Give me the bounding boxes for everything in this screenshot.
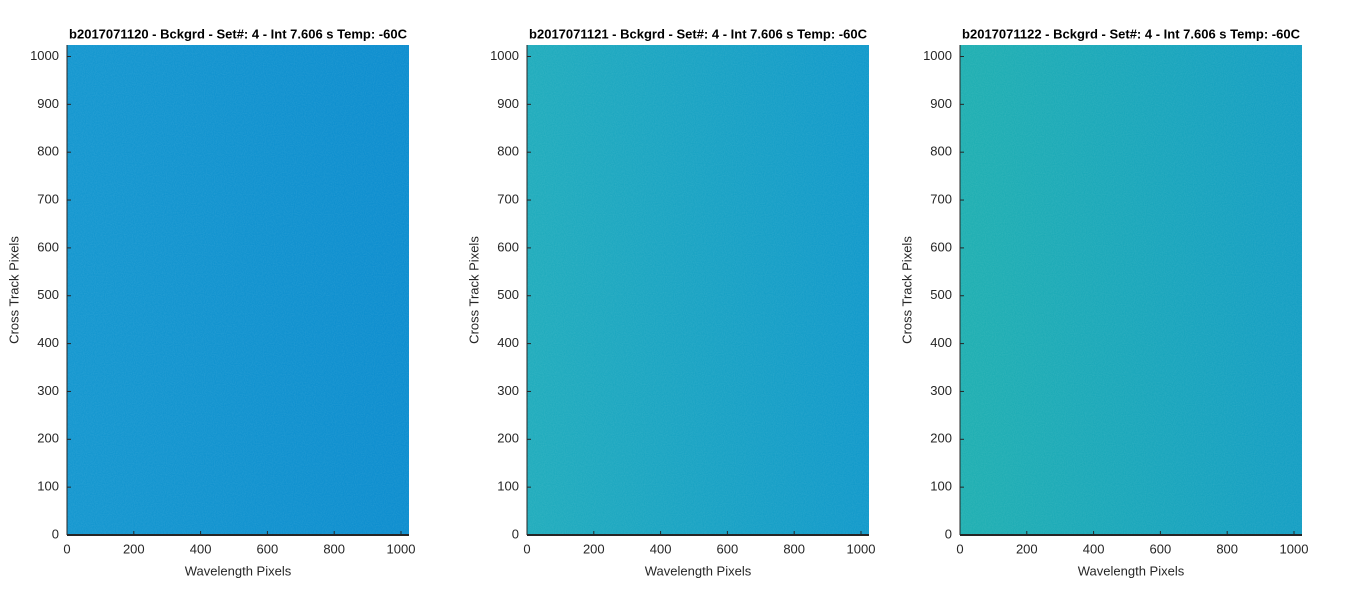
x-tick-label: 1000	[1280, 541, 1309, 556]
y-tick-label: 600	[497, 239, 519, 254]
x-tick-label: 800	[1216, 541, 1238, 556]
y-tick-label: 1000	[923, 48, 952, 63]
y-axis-label: Cross Track Pixels	[6, 236, 21, 344]
y-tick-label: 900	[37, 96, 59, 111]
x-tick-label: 0	[63, 541, 70, 556]
x-tick-label: 600	[257, 541, 279, 556]
x-tick-label: 400	[1083, 541, 1105, 556]
y-tick-label: 100	[497, 479, 519, 494]
y-tick-label: 200	[930, 431, 952, 446]
y-tick-label: 700	[930, 191, 952, 206]
y-tick-label: 400	[497, 335, 519, 350]
x-tick-label: 1000	[387, 541, 416, 556]
x-tick-label: 600	[1150, 541, 1172, 556]
y-tick-label: 1000	[30, 48, 59, 63]
y-tick-label: 200	[37, 431, 59, 446]
x-tick-label: 800	[783, 541, 805, 556]
y-tick-label: 400	[930, 335, 952, 350]
y-tick-label: 500	[497, 287, 519, 302]
x-tick-label: 800	[323, 541, 345, 556]
y-tick-label: 0	[52, 526, 59, 541]
x-tick-label: 200	[1016, 541, 1038, 556]
y-tick-label: 700	[37, 191, 59, 206]
y-tick-label: 100	[930, 479, 952, 494]
y-tick-label: 600	[37, 239, 59, 254]
chart-title: b2017071122 - Bckgrd - Set#: 4 - Int 7.6…	[962, 26, 1301, 41]
y-axis-label: Cross Track Pixels	[899, 236, 914, 344]
x-tick-label: 1000	[847, 541, 876, 556]
y-tick-label: 200	[497, 431, 519, 446]
image-noise	[67, 45, 409, 535]
x-tick-label: 0	[523, 541, 530, 556]
y-tick-label: 500	[37, 287, 59, 302]
image-noise	[960, 45, 1302, 535]
x-tick-label: 400	[190, 541, 212, 556]
y-tick-label: 300	[37, 383, 59, 398]
y-tick-label: 100	[37, 479, 59, 494]
x-tick-label: 400	[650, 541, 672, 556]
y-tick-label: 900	[930, 96, 952, 111]
y-tick-label: 0	[512, 526, 519, 541]
y-tick-label: 600	[930, 239, 952, 254]
y-tick-label: 900	[497, 96, 519, 111]
y-tick-label: 700	[497, 191, 519, 206]
x-tick-label: 0	[956, 541, 963, 556]
x-tick-label: 200	[123, 541, 145, 556]
y-tick-label: 400	[37, 335, 59, 350]
image-noise	[527, 45, 869, 535]
y-tick-label: 800	[37, 144, 59, 159]
x-axis-label: Wavelength Pixels	[645, 563, 752, 578]
y-tick-label: 800	[497, 144, 519, 159]
y-tick-label: 1000	[490, 48, 519, 63]
y-tick-label: 800	[930, 144, 952, 159]
y-tick-label: 300	[497, 383, 519, 398]
x-axis-label: Wavelength Pixels	[1078, 563, 1185, 578]
chart-title: b2017071120 - Bckgrd - Set#: 4 - Int 7.6…	[69, 26, 408, 41]
y-tick-label: 300	[930, 383, 952, 398]
x-axis-label: Wavelength Pixels	[185, 563, 292, 578]
chart-title: b2017071121 - Bckgrd - Set#: 4 - Int 7.6…	[529, 26, 868, 41]
y-tick-label: 0	[945, 526, 952, 541]
y-tick-label: 500	[930, 287, 952, 302]
y-axis-label: Cross Track Pixels	[466, 236, 481, 344]
x-tick-label: 600	[717, 541, 739, 556]
x-tick-label: 200	[583, 541, 605, 556]
